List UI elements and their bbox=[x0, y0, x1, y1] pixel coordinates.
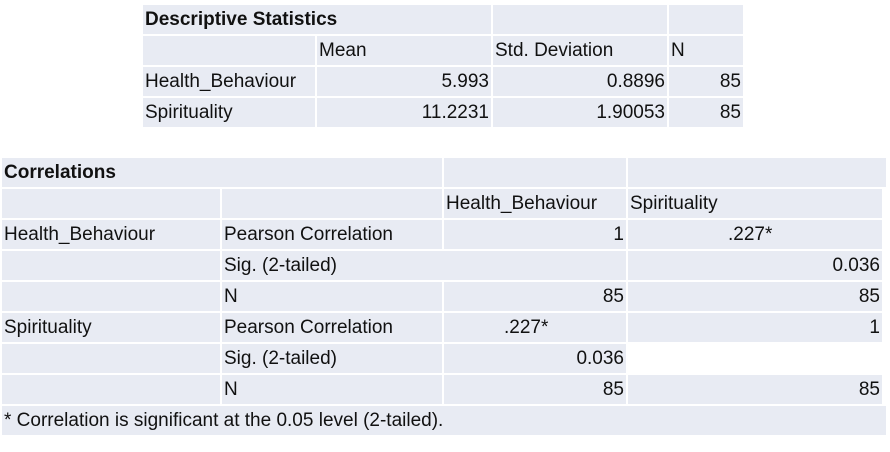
table-row: Sig. (2-tailed) 0.036 bbox=[2, 251, 886, 280]
column-header bbox=[2, 189, 220, 218]
correlation-value: .227* bbox=[444, 313, 626, 342]
table-cell bbox=[493, 5, 667, 34]
row-label: Spirituality bbox=[143, 98, 315, 127]
n-value: 85 bbox=[669, 98, 743, 127]
column-header: Std. Deviation bbox=[493, 36, 667, 65]
column-header: Health_Behaviour bbox=[444, 189, 626, 218]
footnote: * Correlation is significant at the 0.05… bbox=[2, 406, 886, 435]
table-row: N 85 85 bbox=[2, 375, 886, 404]
statistic-label: Pearson Correlation bbox=[222, 220, 442, 249]
table-cell bbox=[669, 5, 743, 34]
column-header: Mean bbox=[317, 36, 491, 65]
statistic-label: N bbox=[222, 282, 442, 311]
n-value: 85 bbox=[628, 375, 882, 404]
sig-value: 0.036 bbox=[628, 251, 882, 280]
sig-value: 0.036 bbox=[444, 344, 626, 373]
n-value: 85 bbox=[444, 375, 626, 404]
table-cell bbox=[444, 158, 626, 187]
column-header: Spirituality bbox=[628, 189, 882, 218]
variable-label: Spirituality bbox=[2, 313, 220, 342]
table-row: Health_Behaviour 5.993 0.8896 85 bbox=[143, 67, 743, 96]
variable-label: Health_Behaviour bbox=[2, 220, 220, 249]
statistic-label: Sig. (2-tailed) bbox=[222, 251, 626, 280]
variable-label bbox=[2, 282, 220, 311]
table-title-row: Correlations bbox=[2, 158, 886, 187]
footnote-row: * Correlation is significant at the 0.05… bbox=[2, 406, 886, 435]
row-label: Health_Behaviour bbox=[143, 67, 315, 96]
correlation-value: 1 bbox=[444, 220, 626, 249]
correlations-table: Correlations Health_Behaviour Spirituali… bbox=[2, 158, 886, 435]
sd-value: 0.8896 bbox=[493, 67, 667, 96]
table-row: Spirituality Pearson Correlation .227* 1 bbox=[2, 313, 886, 342]
header-row: Health_Behaviour Spirituality bbox=[2, 189, 886, 218]
statistic-label: Pearson Correlation bbox=[222, 313, 442, 342]
mean-value: 5.993 bbox=[317, 67, 491, 96]
column-header bbox=[143, 36, 315, 65]
correlation-value: 1 bbox=[628, 313, 882, 342]
variable-label bbox=[2, 344, 220, 373]
statistic-label: Sig. (2-tailed) bbox=[222, 344, 442, 373]
table-title-row: Descriptive Statistics bbox=[143, 5, 743, 34]
table-cell bbox=[628, 158, 886, 187]
table-title: Descriptive Statistics bbox=[143, 5, 491, 34]
descriptive-statistics-table: Descriptive Statistics Mean Std. Deviati… bbox=[143, 5, 743, 127]
table-row: N 85 85 bbox=[2, 282, 886, 311]
statistic-label: N bbox=[222, 375, 442, 404]
n-value: 85 bbox=[444, 282, 626, 311]
table-title: Correlations bbox=[2, 158, 442, 187]
correlation-value: .227* bbox=[628, 220, 882, 249]
n-value: 85 bbox=[628, 282, 882, 311]
table-cell bbox=[628, 344, 882, 373]
column-header: N bbox=[669, 36, 743, 65]
table-row: Spirituality 11.2231 1.90053 85 bbox=[143, 98, 743, 127]
n-value: 85 bbox=[669, 67, 743, 96]
column-header bbox=[222, 189, 442, 218]
header-row: Mean Std. Deviation N bbox=[143, 36, 743, 65]
variable-label bbox=[2, 251, 220, 280]
table-row: Health_Behaviour Pearson Correlation 1 .… bbox=[2, 220, 886, 249]
table-row: Sig. (2-tailed) 0.036 bbox=[2, 344, 886, 373]
mean-value: 11.2231 bbox=[317, 98, 491, 127]
sd-value: 1.90053 bbox=[493, 98, 667, 127]
variable-label bbox=[2, 375, 220, 404]
